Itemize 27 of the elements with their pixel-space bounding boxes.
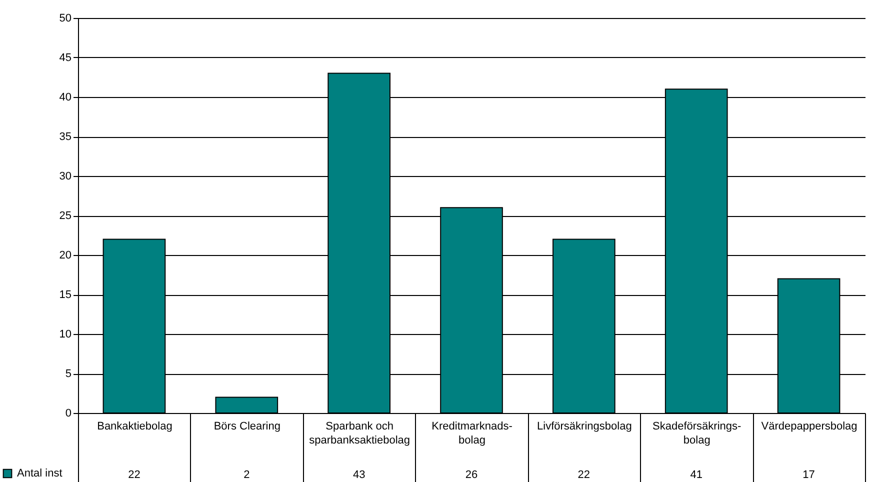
y-tick-label: 10 [59, 328, 72, 340]
y-tick-label: 30 [59, 170, 72, 182]
data-label: 17 [802, 469, 815, 481]
data-label: 41 [690, 469, 702, 481]
x-tick-label: Sparbank och sparbanksaktiebolag [309, 420, 410, 446]
x-tick-label: Livförsäkringsbolag [537, 420, 632, 432]
data-label: 26 [465, 469, 478, 481]
y-tick-label: 5 [65, 368, 72, 380]
data-label: 22 [128, 469, 140, 481]
y-tick-label: 45 [59, 52, 72, 64]
data-label: 43 [352, 469, 366, 481]
y-tick-label: 20 [59, 250, 72, 262]
data-label: 22 [578, 469, 590, 481]
y-tick-label: 50 [59, 12, 72, 24]
x-tick-label: Kreditmarknads-bolag [432, 420, 513, 446]
y-tick-label: 40 [59, 92, 72, 104]
data-label: 2 [244, 469, 250, 481]
x-tick-label: Skadeförsäkrings-bolag [652, 420, 742, 446]
bar [215, 396, 278, 414]
y-tick-label: 25 [59, 210, 72, 222]
y-tick-label: 35 [59, 131, 72, 143]
x-tick-label: Bankaktiebolag [97, 420, 172, 432]
legend-label: Antal inst [17, 468, 62, 480]
y-tick-label: 0 [65, 408, 72, 420]
y-tick-label: 15 [59, 289, 72, 301]
x-tick-label: Värdepappersbolag [761, 420, 858, 432]
x-tick-label: Börs Clearing [214, 420, 280, 432]
